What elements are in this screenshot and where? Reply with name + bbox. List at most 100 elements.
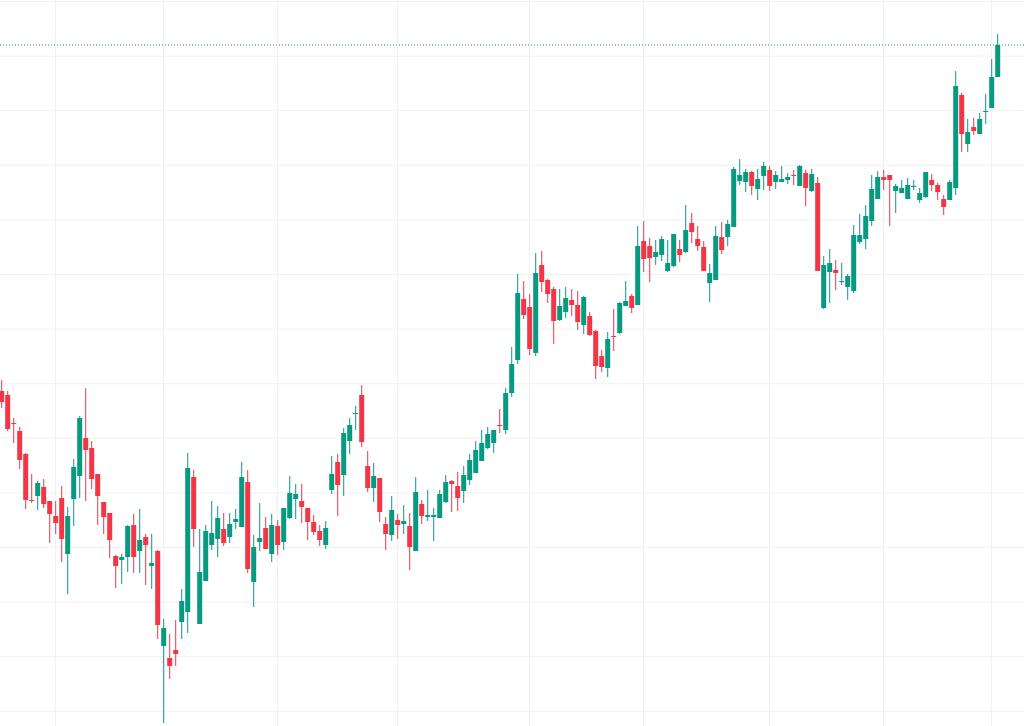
candle-down — [317, 525, 323, 546]
candle-down — [959, 93, 965, 152]
candle-body — [755, 179, 761, 189]
candle-body — [191, 477, 197, 529]
candle-body — [311, 522, 317, 532]
candle-body — [581, 297, 587, 325]
candle-up — [473, 441, 479, 473]
candle-body — [893, 186, 899, 191]
candle-up — [905, 178, 911, 199]
candle-up — [269, 514, 275, 562]
candle-body — [989, 77, 995, 108]
candle-body — [845, 276, 851, 287]
candle-down — [47, 501, 53, 543]
candle-body — [95, 474, 101, 496]
candle-body — [635, 246, 641, 305]
candle-body — [491, 430, 497, 443]
candle-down — [107, 513, 113, 558]
candle-down — [647, 238, 653, 282]
candle-up — [761, 162, 767, 190]
candle-body — [293, 494, 299, 499]
candle-body — [587, 316, 593, 335]
candle-up — [503, 388, 509, 434]
candle-body — [995, 45, 1001, 77]
candle-body — [767, 170, 773, 186]
candle-down — [641, 221, 647, 272]
candle-body — [533, 273, 539, 353]
candle-down — [629, 294, 635, 313]
candle-down — [881, 170, 887, 190]
candle-body — [563, 298, 569, 312]
candle-down — [395, 514, 401, 539]
candle-up — [533, 253, 539, 356]
candle-up — [287, 476, 293, 519]
candle-down — [971, 118, 977, 135]
candle-body — [683, 230, 689, 252]
candle-down — [245, 470, 251, 573]
candle-body — [113, 556, 119, 566]
candle-body — [815, 183, 821, 271]
candle-down — [299, 484, 305, 523]
candle-up — [911, 180, 917, 190]
candle-body — [365, 466, 371, 488]
candle-body — [857, 235, 863, 242]
candle-down — [101, 502, 107, 534]
candle-body — [869, 189, 875, 221]
candle-down — [887, 175, 893, 226]
candle-down — [0, 380, 5, 408]
candle-up — [137, 509, 143, 573]
candle-down — [359, 385, 365, 447]
candle-body — [647, 246, 653, 258]
candle-body — [911, 186, 917, 187]
candle-body — [173, 650, 179, 654]
candle-up — [209, 501, 215, 550]
candle-up — [485, 427, 491, 449]
candle-up — [281, 508, 287, 550]
candle-body — [137, 540, 143, 551]
candle-up — [35, 481, 41, 510]
candle-down — [527, 294, 533, 355]
candle-down — [89, 441, 95, 489]
candle-up — [923, 172, 929, 198]
candle-body — [881, 177, 887, 180]
candle-down — [545, 279, 551, 303]
candle-up — [71, 459, 77, 526]
candle-up — [233, 509, 239, 529]
candle-body — [539, 265, 545, 282]
candle-body — [227, 524, 233, 537]
candle-body — [617, 303, 623, 333]
candle-body — [119, 557, 125, 560]
candle-body — [773, 175, 779, 182]
candle-down — [365, 451, 371, 492]
candle-up — [899, 180, 905, 193]
candle-body — [299, 501, 305, 507]
candle-down — [941, 195, 947, 215]
candle-body — [839, 281, 845, 282]
candle-body — [677, 249, 683, 255]
candle-up — [563, 287, 569, 318]
candle-body — [725, 224, 731, 237]
candle-down — [59, 486, 65, 562]
candle-body — [605, 339, 611, 368]
candle-down — [539, 251, 545, 292]
candle-body — [851, 235, 857, 291]
candle-body — [347, 425, 353, 441]
candle-up — [251, 535, 257, 607]
candle-body — [29, 500, 35, 501]
candle-down — [143, 534, 149, 585]
candle-up — [491, 430, 497, 453]
candle-down — [263, 517, 269, 549]
candle-down — [377, 478, 383, 522]
candle-body — [11, 423, 17, 424]
candle-down — [29, 474, 35, 503]
candle-up — [401, 505, 407, 534]
candle-body — [83, 438, 89, 450]
candle-body — [0, 391, 5, 402]
candle-body — [455, 486, 461, 498]
candle-up — [389, 496, 395, 541]
candle-up — [947, 180, 953, 200]
candle-body — [713, 236, 719, 280]
candle-down — [311, 515, 317, 535]
candle-down — [455, 472, 461, 511]
candle-body — [377, 478, 383, 512]
